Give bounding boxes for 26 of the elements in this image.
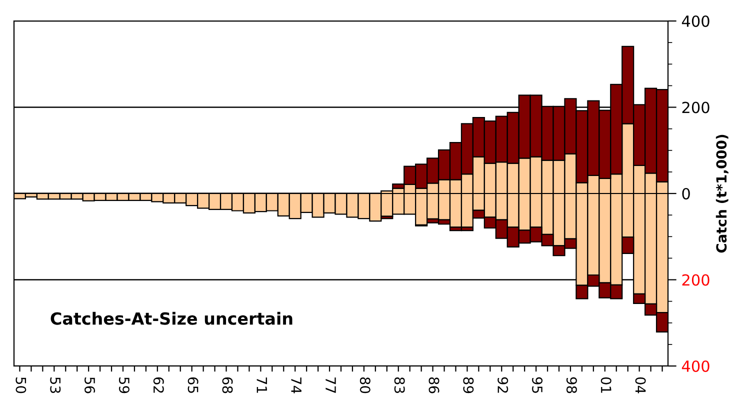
annotation: Catches-At-Size uncertain [50, 312, 292, 325]
x-tick-label: 62 [153, 377, 164, 393]
y-tick-label: 400 [682, 15, 710, 28]
x-tick-label: 68 [222, 377, 233, 394]
y-tick-label: 200 [682, 274, 710, 286]
x-tick-label: 95 [532, 377, 543, 393]
x-tick-label: 77 [326, 378, 336, 393]
x-tick-label: 53 [50, 377, 61, 393]
x-tick-label: 50 [16, 377, 26, 394]
x-tick-label: 71 [256, 378, 267, 393]
y-axis-title: Catch (t*1,000) [716, 134, 728, 253]
x-tick-label: 65 [188, 377, 198, 393]
x-tick-label: 92 [498, 377, 508, 393]
x-tick-label: 01 [600, 377, 612, 393]
x-tick-label: 59 [118, 377, 130, 394]
x-tick-label: 83 [394, 377, 405, 393]
x-tick-label: 98 [566, 377, 577, 394]
x-tick-label: 04 [635, 377, 646, 394]
y-tick-label: 200 [682, 102, 710, 114]
x-tick-label: 56 [84, 377, 96, 394]
y-tick-label: 0 [682, 188, 690, 200]
x-tick-label: 74 [291, 378, 302, 394]
y-tick-label: 400 [682, 360, 710, 372]
x-tick-label: 86 [428, 377, 440, 394]
x-tick-label: 80 [360, 377, 370, 394]
x-tick-label: 89 [463, 377, 474, 394]
